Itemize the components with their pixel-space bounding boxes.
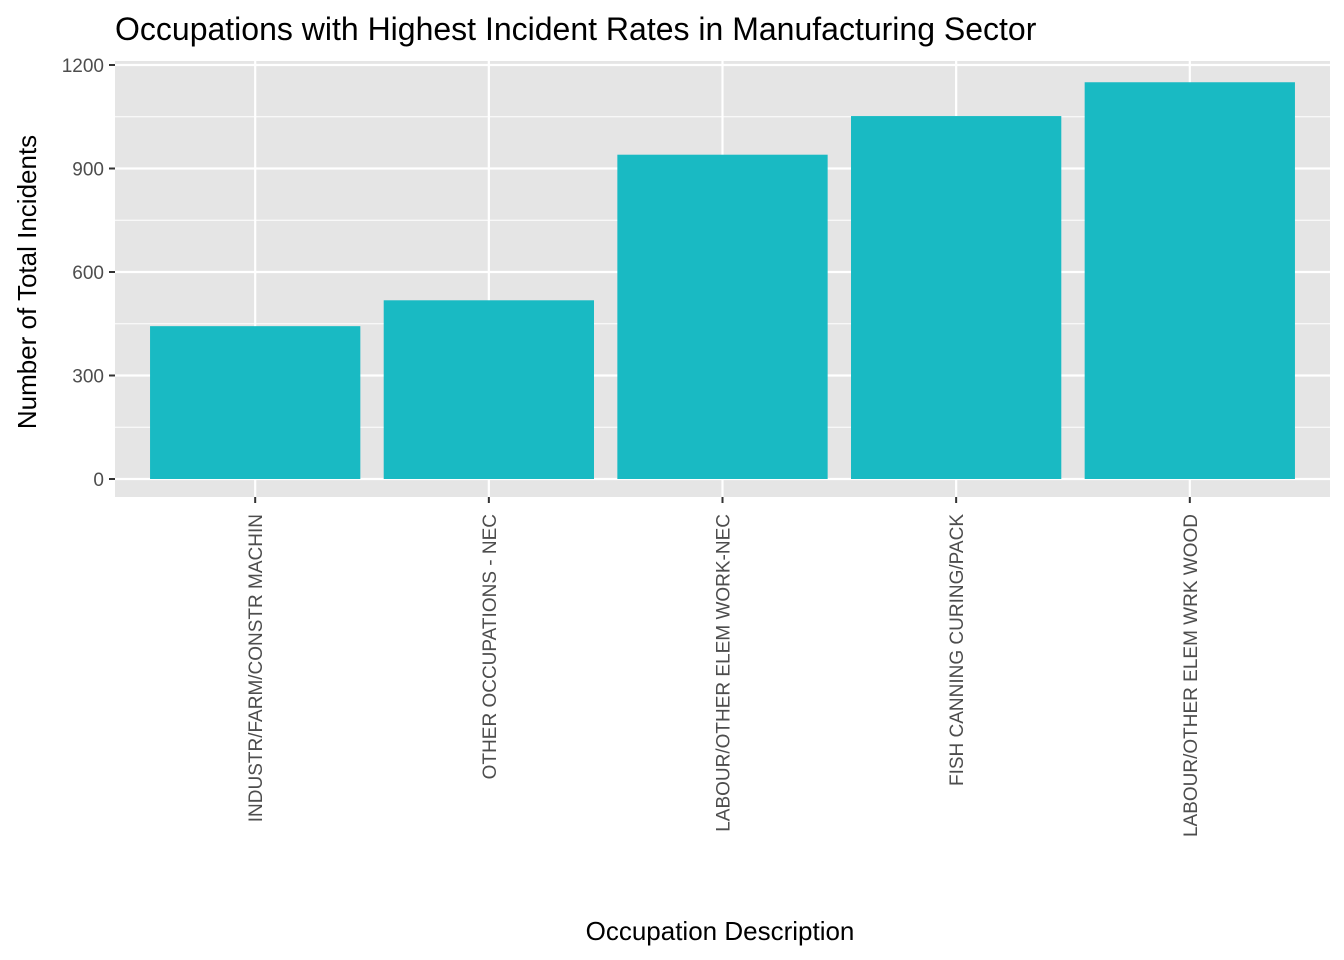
- y-tick-label: 0: [93, 470, 104, 491]
- x-tick-label: FISH CANNING CURING/PACK: [947, 514, 968, 786]
- x-axis-title: Occupation Description: [586, 916, 855, 946]
- y-tick-label: 600: [72, 263, 104, 284]
- y-axis: 0 300 600 900 1200: [62, 56, 115, 491]
- chart-title: Occupations with Highest Incident Rates …: [115, 11, 1037, 47]
- x-tick-label: OTHER OCCUPATIONS - NEC: [480, 514, 501, 779]
- y-tick-label: 1200: [62, 56, 104, 77]
- x-axis: INDUSTR/FARM/CONSTR MACHIN OTHER OCCUPATI…: [246, 497, 1202, 837]
- x-tick-label: LABOUR/OTHER ELEM WRK WOOD: [1181, 514, 1202, 837]
- x-tick-label: LABOUR/OTHER ELEM WORK-NEC: [714, 514, 735, 832]
- y-tick-label: 300: [72, 367, 104, 388]
- bar: [617, 154, 828, 479]
- x-tick-label: INDUSTR/FARM/CONSTR MACHIN: [246, 514, 267, 822]
- bar: [1084, 82, 1295, 479]
- bar: [383, 300, 594, 479]
- bar: [150, 326, 361, 479]
- bars: [150, 82, 1295, 479]
- y-axis-title: Number of Total Incidents: [12, 135, 42, 429]
- bar: [851, 116, 1062, 479]
- y-tick-label: 900: [72, 160, 104, 181]
